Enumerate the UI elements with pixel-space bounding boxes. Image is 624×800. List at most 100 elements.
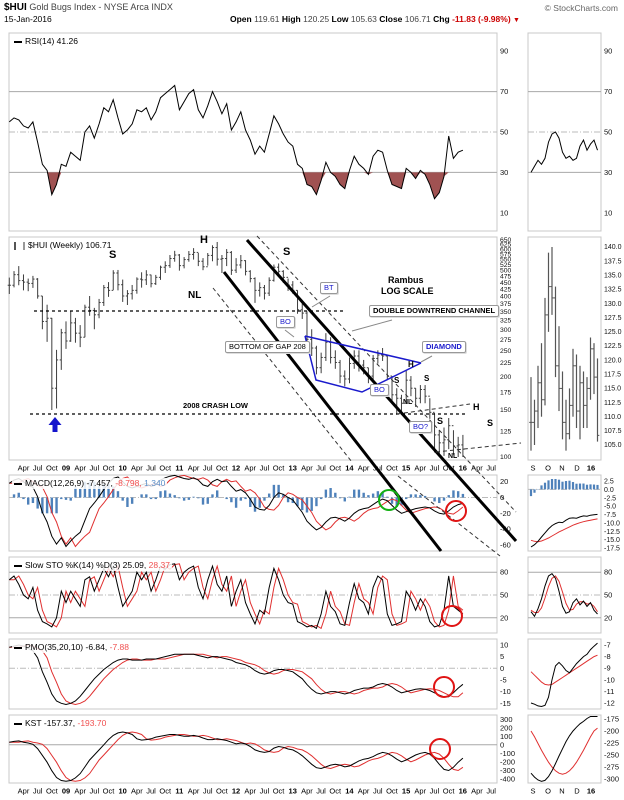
tick-label: -12.5 bbox=[604, 529, 620, 536]
callout-diamond: DIAMOND bbox=[422, 341, 466, 354]
tick-label: 2.5 bbox=[604, 479, 614, 486]
pattern-letter-s: S bbox=[283, 246, 291, 258]
price-style-icon bbox=[14, 241, 25, 250]
red-highlight-circle bbox=[433, 676, 455, 698]
tick-label: 140.0 bbox=[604, 244, 622, 251]
mini-x-axis-label: S bbox=[530, 464, 535, 473]
x-axis-label: 10 bbox=[119, 464, 127, 473]
tick-label: 400 bbox=[500, 293, 512, 300]
tick-label: 0 bbox=[500, 664, 504, 673]
tick-label: -8 bbox=[604, 652, 611, 661]
tick-label: -20 bbox=[500, 509, 511, 518]
x-axis-label: Oct bbox=[46, 464, 59, 473]
pattern-letter-s: S bbox=[437, 416, 444, 426]
kst-panel-label: KST -157.37, -193.70 bbox=[12, 718, 109, 729]
tick-label: 450 bbox=[500, 280, 512, 287]
x-axis-label: 13 bbox=[289, 787, 297, 796]
x-axis-label: Jul bbox=[373, 787, 383, 796]
sto-line-swatch-icon bbox=[14, 564, 22, 567]
x-axis-label: Apr bbox=[74, 464, 86, 473]
rsi-line-swatch-icon bbox=[14, 40, 22, 43]
kst-panel-border bbox=[8, 714, 498, 784]
x-axis-label: 09 bbox=[62, 464, 70, 473]
tick-label: 90 bbox=[500, 47, 508, 56]
close-value: 106.71 bbox=[404, 14, 431, 24]
low-label: Low bbox=[331, 14, 349, 24]
tick-label: 5 bbox=[500, 652, 504, 661]
x-axis-label: 15 bbox=[402, 787, 410, 796]
x-axis-label: Oct bbox=[273, 464, 286, 473]
sto-mini-signal-line bbox=[530, 575, 598, 613]
tick-label: -225 bbox=[604, 739, 619, 748]
tick-label: 375 bbox=[500, 301, 512, 308]
rsi-panel-label: RSI(14) 41.26 bbox=[12, 36, 80, 47]
diamond-pattern-bottom-edge bbox=[304, 335, 422, 393]
tick-label: -2.5 bbox=[604, 495, 616, 502]
mini-x-axis-label: O bbox=[545, 787, 551, 796]
tick-label: 625 bbox=[500, 242, 512, 249]
x-axis-label: Oct bbox=[329, 464, 342, 473]
tick-label: -15 bbox=[500, 699, 511, 708]
x-axis-label: Oct bbox=[216, 787, 229, 796]
macd-mini-panel-border bbox=[527, 474, 602, 552]
open-value: 119.61 bbox=[254, 14, 280, 24]
chart-date: 15-Jan-2016 bbox=[4, 14, 52, 24]
x-axis-label: Oct bbox=[329, 787, 342, 796]
tick-label: -200 bbox=[500, 757, 515, 766]
tick-label: 300 bbox=[500, 715, 513, 724]
tick-label: 115.0 bbox=[604, 386, 621, 393]
x-axis-label: Apr bbox=[301, 464, 313, 473]
pattern-letter-h: H bbox=[473, 402, 480, 412]
price-panel-border bbox=[8, 236, 498, 461]
x-axis-label: Apr bbox=[244, 464, 256, 473]
tick-label: -100 bbox=[500, 749, 515, 758]
x-axis-label: Apr bbox=[188, 464, 200, 473]
tick-label: -200 bbox=[604, 727, 619, 736]
x-axis-label: Jul bbox=[316, 464, 326, 473]
low-value: 105.63 bbox=[350, 14, 377, 24]
chart-note-2008-crash-low: 2008 CRASH LOW bbox=[183, 401, 249, 410]
x-axis-label: 14 bbox=[345, 464, 354, 473]
tick-label: 90 bbox=[604, 47, 612, 56]
x-axis-label: Oct bbox=[443, 787, 456, 796]
sto-panel-label: Slow STO %K(14) %D(3) 25.09, 28.37 bbox=[12, 560, 172, 571]
callout-bottom-of-gap-208: BOTTOM OF GAP 208 bbox=[225, 341, 310, 354]
callout-bo-: BO? bbox=[409, 421, 433, 434]
tick-label: 100 bbox=[500, 454, 512, 461]
tick-label: -5.0 bbox=[604, 504, 616, 511]
tick-label: 70 bbox=[604, 87, 612, 96]
tick-label: 30 bbox=[604, 168, 612, 177]
kst-mini-signal-line bbox=[530, 727, 598, 775]
tick-label: 500 bbox=[500, 268, 512, 275]
tick-label: 132.5 bbox=[604, 287, 622, 294]
tick-label: 0.0 bbox=[604, 487, 614, 494]
pattern-letter-s: S bbox=[424, 374, 430, 383]
mini-x-axis-label: 16 bbox=[587, 787, 595, 796]
x-axis-label: Apr bbox=[131, 787, 143, 796]
kst-mini-line bbox=[530, 716, 598, 782]
open-label: Open bbox=[230, 14, 252, 24]
mini-x-axis-label: S bbox=[530, 787, 535, 796]
x-axis-label: Oct bbox=[46, 787, 59, 796]
x-axis-label: Apr bbox=[301, 787, 313, 796]
x-axis-label: Oct bbox=[386, 787, 399, 796]
x-axis-label: Oct bbox=[159, 787, 172, 796]
x-axis-label: 15 bbox=[402, 464, 410, 473]
tick-label: 475 bbox=[500, 274, 512, 281]
mini-x-axis-label: N bbox=[559, 464, 564, 473]
rsi-mini-line bbox=[530, 131, 598, 173]
sto-signal-line bbox=[9, 563, 464, 630]
callout-pointer-line bbox=[311, 295, 331, 308]
macd-line-swatch-icon bbox=[14, 482, 22, 485]
tick-label: -12 bbox=[604, 699, 615, 708]
tick-label: -10 bbox=[604, 675, 615, 684]
tick-label: 250 bbox=[500, 348, 512, 355]
x-axis-label: Jul bbox=[203, 464, 213, 473]
tick-label: 50 bbox=[604, 128, 612, 137]
tick-label: -17.5 bbox=[604, 546, 620, 553]
chart-note-rambus: Rambus bbox=[388, 275, 424, 285]
tick-label: 127.5 bbox=[604, 315, 622, 322]
tick-label: 10 bbox=[500, 208, 508, 217]
tick-label: 125 bbox=[500, 428, 512, 435]
